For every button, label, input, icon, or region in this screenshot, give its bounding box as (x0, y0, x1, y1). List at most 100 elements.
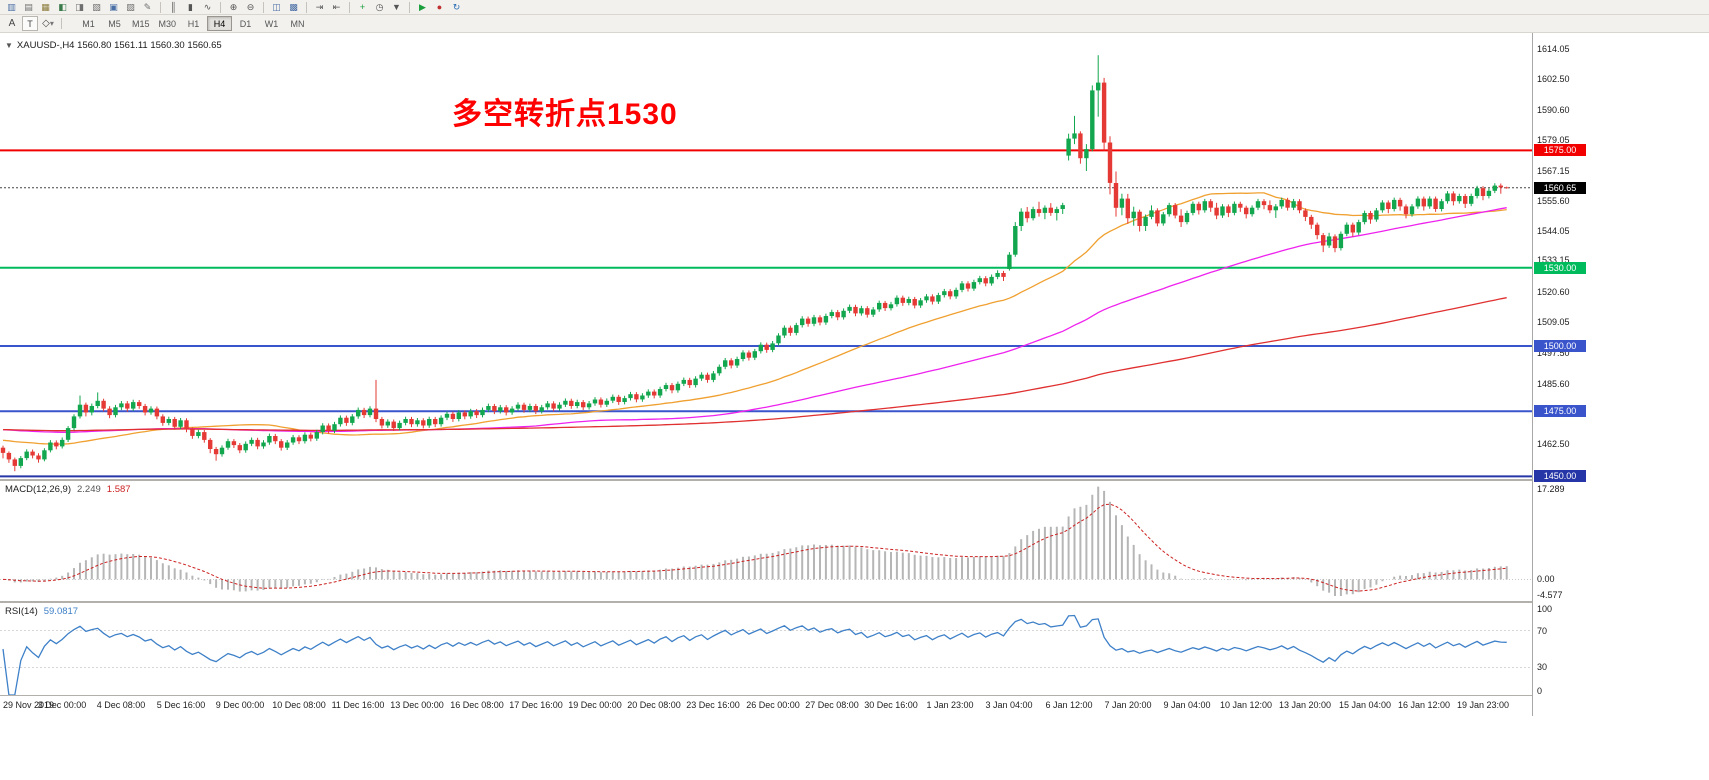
autotrading-icon[interactable]: ▶ (419, 2, 426, 12)
time-axis-label: 5 Dec 16:00 (156, 700, 206, 710)
time-axis-label: 19 Dec 00:00 (568, 700, 622, 710)
timeframe-d1-button[interactable]: D1 (239, 18, 252, 29)
time-axis-label: 4 Dec 08:00 (96, 700, 146, 710)
rsi-axis-100: 100 (1537, 604, 1553, 614)
chart-annotation-text[interactable]: 多空转折点1530 (452, 98, 678, 131)
strategy-tester-icon[interactable]: ▨ (126, 2, 135, 12)
rsi-title: RSI(14) (5, 606, 38, 617)
price-chart-canvas[interactable] (0, 33, 1532, 479)
toolbar-separator (220, 1, 221, 13)
auto-scroll-icon[interactable]: ⇥ (315, 2, 324, 12)
timeframe-m15-button[interactable]: M15 (132, 18, 150, 29)
price-level-badge: 1530.00 (1534, 261, 1586, 274)
new-order-button[interactable]: ▥ (7, 2, 16, 12)
profiles-icon[interactable]: ▦ (41, 2, 50, 12)
time-axis-label: 13 Dec 00:00 (390, 700, 444, 710)
data-window-icon[interactable]: ◨ (75, 2, 84, 12)
metaeditor-icon[interactable]: ✎ (143, 2, 152, 12)
macd-canvas[interactable] (0, 481, 1532, 601)
time-axis-label: 26 Dec 00:00 (746, 700, 800, 710)
macd-axis-zero: 0.00 (1537, 574, 1555, 585)
toolbar-separator (409, 1, 410, 13)
rsi-canvas[interactable] (0, 603, 1532, 695)
symbol-dropdown-icon[interactable]: ▼ (5, 41, 13, 50)
refresh-icon[interactable]: ↻ (452, 2, 461, 12)
bar-chart-icon[interactable]: ║ (170, 2, 177, 12)
time-axis-label: 23 Dec 16:00 (686, 700, 740, 710)
timeframe-mn-button[interactable]: MN (290, 18, 305, 29)
templates-icon[interactable]: ▼ (392, 2, 401, 12)
price-level-badge: 1575.00 (1534, 144, 1586, 157)
line-chart-icon[interactable]: ∿ (203, 2, 212, 12)
timeframe-m1-button[interactable]: M1 (82, 18, 95, 29)
price-axis-label: 1602.50 (1537, 73, 1570, 84)
price-axis-label: 1462.50 (1537, 438, 1570, 449)
macd-panel[interactable]: MACD(12,26,9) 2.249 1.587 (0, 481, 1532, 601)
macd-label: MACD(12,26,9) 2.249 1.587 (5, 484, 131, 495)
shapes-tool[interactable]: ◇ ▾ (40, 16, 56, 31)
tile-windows-icon[interactable]: ◫ (272, 2, 281, 12)
chart-shift-icon[interactable]: ⇤ (332, 2, 341, 12)
toolbar-separator (349, 1, 350, 13)
timeframe-h4-button[interactable]: H4 (207, 16, 233, 31)
time-axis-label: 16 Jan 12:00 (1397, 700, 1451, 710)
price-axis-label: 1567.15 (1537, 165, 1570, 176)
price-axis[interactable]: 1614.05 1602.50 1590.60 1579.05 1567.15 1555.… (1532, 33, 1597, 716)
price-axis-label: 1579.05 (1537, 134, 1570, 145)
current-price-badge: 1560.65 (1534, 181, 1586, 194)
rsi-axis-70: 70 (1537, 625, 1548, 636)
standard-toolbar: ▥ ▤ ▦ ◧ ◨ ▧ ▣ ▨ ✎ ║ ▮ ∿ ⊕ ⊖ ◫ ▩ ⇥ ⇤ + ◷ ▼ ▶ ● ↻ (0, 0, 1709, 15)
zoom-out-icon[interactable]: ⊖ (246, 2, 255, 12)
text-annotation-tool[interactable]: A (8, 18, 16, 29)
price-axis-label: 1509.05 (1537, 317, 1570, 328)
timeframe-w1-button[interactable]: W1 (264, 18, 279, 29)
timeframe-m30-button[interactable]: M30 (158, 18, 177, 29)
rsi-panel[interactable]: RSI(14) 59.0817 (0, 603, 1532, 695)
market-watch-icon[interactable]: ◧ (58, 2, 67, 12)
time-axis-label: 11 Dec 16:00 (331, 700, 385, 710)
stop-icon[interactable]: ● (436, 2, 443, 12)
navigator-icon[interactable]: ▧ (92, 2, 101, 12)
timeframes-toolbar: A T ◇ ▾ M1 M5 M15 M30 H1 H4 D1 W1 MN (0, 15, 1709, 33)
macd-title: MACD(12,26,9) (5, 484, 71, 495)
toolbar-separator (61, 18, 62, 29)
toolbar-separator (263, 1, 264, 13)
time-axis-label: 15 Jan 04:00 (1338, 700, 1392, 710)
time-axis-label: 16 Dec 08:00 (450, 700, 504, 710)
timeframe-h1-button[interactable]: H1 (187, 18, 200, 29)
macd-signal-value: 1.587 (106, 484, 131, 495)
time-axis[interactable]: 29 Nov 2019 3 Dec 00:00 4 Dec 08:00 5 Dec 1… (0, 696, 1597, 716)
price-axis-label: 1544.05 (1537, 226, 1570, 237)
symbol-ohlc-line: ▼ XAUUSD-,H4 1560.80 1561.11 1560.30 156… (5, 40, 222, 51)
time-axis-label: 9 Dec 00:00 (215, 700, 265, 710)
cascade-windows-icon[interactable]: ▩ (289, 2, 298, 12)
text-label-tool[interactable]: T (22, 16, 38, 31)
rsi-axis-0: 0 (1537, 686, 1543, 696)
terminal-icon[interactable]: ▣ (109, 2, 118, 12)
periods-icon[interactable]: ◷ (375, 2, 384, 12)
time-axis-label: 30 Dec 16:00 (864, 700, 918, 710)
price-axis-label: 1614.05 (1537, 43, 1570, 54)
price-axis-label: 1497.50 (1537, 347, 1570, 358)
time-axis-label: 3 Jan 04:00 (985, 700, 1033, 710)
price-chart-panel[interactable]: ▼ XAUUSD-,H4 1560.80 1561.11 1560.30 156… (0, 33, 1532, 479)
panel-splitter[interactable] (0, 479, 1597, 481)
price-level-badge: 1475.00 (1534, 405, 1586, 418)
panel-splitter[interactable] (0, 601, 1597, 603)
price-axis-label: 1485.60 (1537, 378, 1570, 389)
add-indicator-icon[interactable]: + (359, 2, 366, 12)
candlestick-chart-icon[interactable]: ▮ (188, 2, 193, 12)
price-axis-label: 1590.60 (1537, 104, 1570, 115)
time-axis-label: 1 Jan 23:00 (926, 700, 974, 710)
timeframe-m5-button[interactable]: M5 (108, 18, 121, 29)
rsi-label: RSI(14) 59.0817 (5, 606, 78, 617)
timeframe-button-group: M1 M5 M15 M30 H1 H4 D1 W1 MN (76, 16, 311, 31)
price-axis-label: 1520.60 (1537, 287, 1570, 298)
time-axis-label: 29 Nov 2019 (3, 700, 55, 710)
charts-window-icon[interactable]: ▤ (24, 2, 33, 12)
rsi-axis-30: 30 (1537, 662, 1548, 673)
time-axis-label: 10 Dec 08:00 (272, 700, 326, 710)
time-axis-label: 6 Jan 12:00 (1045, 700, 1093, 710)
zoom-in-icon[interactable]: ⊕ (229, 2, 238, 12)
